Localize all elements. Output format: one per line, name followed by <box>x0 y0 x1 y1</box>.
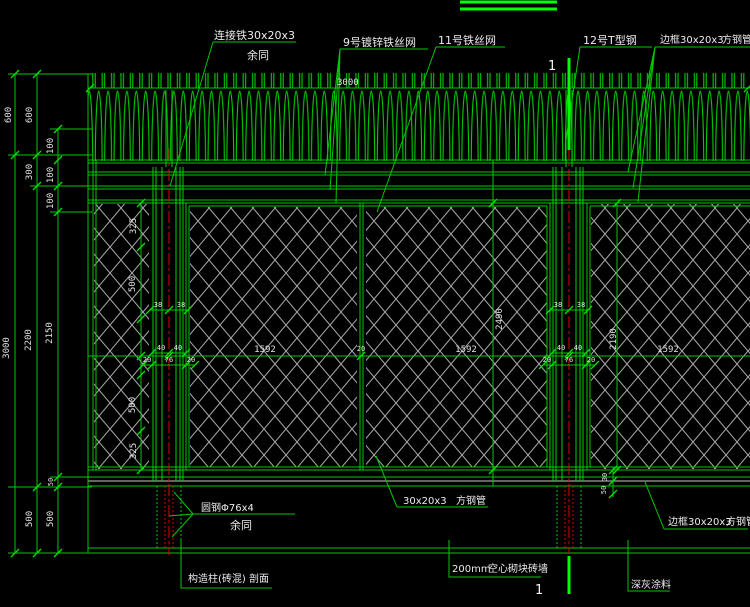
label-round-steel: 圆钢Φ76x4 <box>201 501 254 514</box>
label-frame-tube-top: 边框30x20x3 <box>660 33 724 46</box>
dim-40-l1: 40 <box>157 344 165 352</box>
label-wire-mesh-11: 11号铁丝网 <box>438 34 496 47</box>
dim-38-r2: 38 <box>577 301 585 309</box>
label-rest-same-bottom: 余同 <box>230 518 252 532</box>
dim-20-midtube: 20 <box>357 345 365 353</box>
section-number-top: 1 <box>548 59 556 74</box>
dim-2150: 2150 <box>45 322 55 344</box>
annotations: 连接铁30x20x3 余同 9号镀锌铁丝网 11号铁丝网 12号T型钢 边框30… <box>188 29 750 598</box>
dim-2490: 2490 <box>495 308 505 330</box>
post-centerlines <box>168 148 570 555</box>
dim-600-mid: 600 <box>25 107 35 123</box>
label-square-tube-top: 方钢管 <box>722 33 750 46</box>
mesh-panels <box>94 204 750 469</box>
dim-76-r: 76 <box>565 356 573 364</box>
dim-100-b: 100 <box>46 167 56 183</box>
label-connect-tube: 连接铁30x20x3 <box>214 29 295 42</box>
leader-lines <box>168 41 750 592</box>
mesh-panel-main-right <box>366 207 547 467</box>
mesh-panel-main-left <box>190 207 357 467</box>
label-bottom-tube: 30x20x3 <box>403 496 447 507</box>
dim-2190: 2190 <box>609 328 619 350</box>
dim-20-r1: 20 <box>543 356 551 364</box>
label-frame-tube-bottom: 边框30x20x3 <box>668 515 732 528</box>
dimension-texts: 3000 600 600 300 3000 2200 500 100 100 1… <box>2 78 679 527</box>
dim-38-l2: 38 <box>177 301 185 309</box>
dim-50-base: 50 <box>600 486 608 494</box>
dim-38-l1: 38 <box>154 301 162 309</box>
dim-38-r1: 38 <box>554 301 562 309</box>
dim-3000-left: 3000 <box>2 337 12 359</box>
label-rest-same-top: 余同 <box>247 48 269 62</box>
dim-1592-c: 1592 <box>657 345 679 355</box>
dim-500-mesh-bot: 500 <box>128 397 138 413</box>
label-hollow-block-wall: 空心砌块砖墙 <box>488 562 548 575</box>
dim-40-r1: 40 <box>557 344 565 352</box>
dim-100-c: 100 <box>46 193 56 209</box>
dim-600-outer: 600 <box>4 107 14 123</box>
dim-500-mesh-top: 500 <box>128 276 138 292</box>
dim-300: 300 <box>25 164 35 180</box>
section-number-bottom: 1 <box>535 583 543 598</box>
dim-50-left: 50 <box>47 478 55 486</box>
dim-20-l1: 20 <box>143 356 151 364</box>
dim-325-top: 325 <box>129 218 139 234</box>
label-t-steel-12: 12号T型钢 <box>583 33 637 47</box>
dim-76-l: 76 <box>165 356 173 364</box>
post-left <box>152 90 184 481</box>
dim-20-r2: 20 <box>587 356 595 364</box>
dim-40-r2: 40 <box>574 344 582 352</box>
dimension-ticks <box>10 69 750 558</box>
dim-1592-b: 1592 <box>455 345 477 355</box>
label-wire-mesh-9: 9号镀锌铁丝网 <box>343 35 416 49</box>
label-square-tube-bottom2: 方钢管 <box>726 515 750 528</box>
posts-in-wall-hidden <box>156 486 582 548</box>
section-markers <box>460 0 571 594</box>
post-right <box>552 90 584 481</box>
frame-verticals <box>87 74 618 553</box>
dim-500-c: 500 <box>46 511 56 527</box>
dim-40-l2: 40 <box>174 344 182 352</box>
anchor-bolts-hidden <box>164 486 574 548</box>
fence-rails <box>88 87 750 554</box>
label-square-tube-bottom: 方钢管 <box>456 494 486 507</box>
label-dark-gray-paint: 深灰涂料 <box>631 578 671 591</box>
dim-3000-top: 3000 <box>337 78 359 88</box>
label-wall-thickness: 200mm <box>452 564 491 575</box>
dim-500-b: 500 <box>25 511 35 527</box>
dim-30-base: 30 <box>601 473 609 481</box>
dim-20-l2: 20 <box>187 356 195 364</box>
dim-325-bot: 325 <box>129 443 139 459</box>
dim-100-a: 100 <box>46 138 56 154</box>
dim-2200: 2200 <box>24 329 34 351</box>
label-column-section: 构造柱(砖混) 剖面 <box>188 572 269 585</box>
dim-1592-a: 1592 <box>254 345 276 355</box>
